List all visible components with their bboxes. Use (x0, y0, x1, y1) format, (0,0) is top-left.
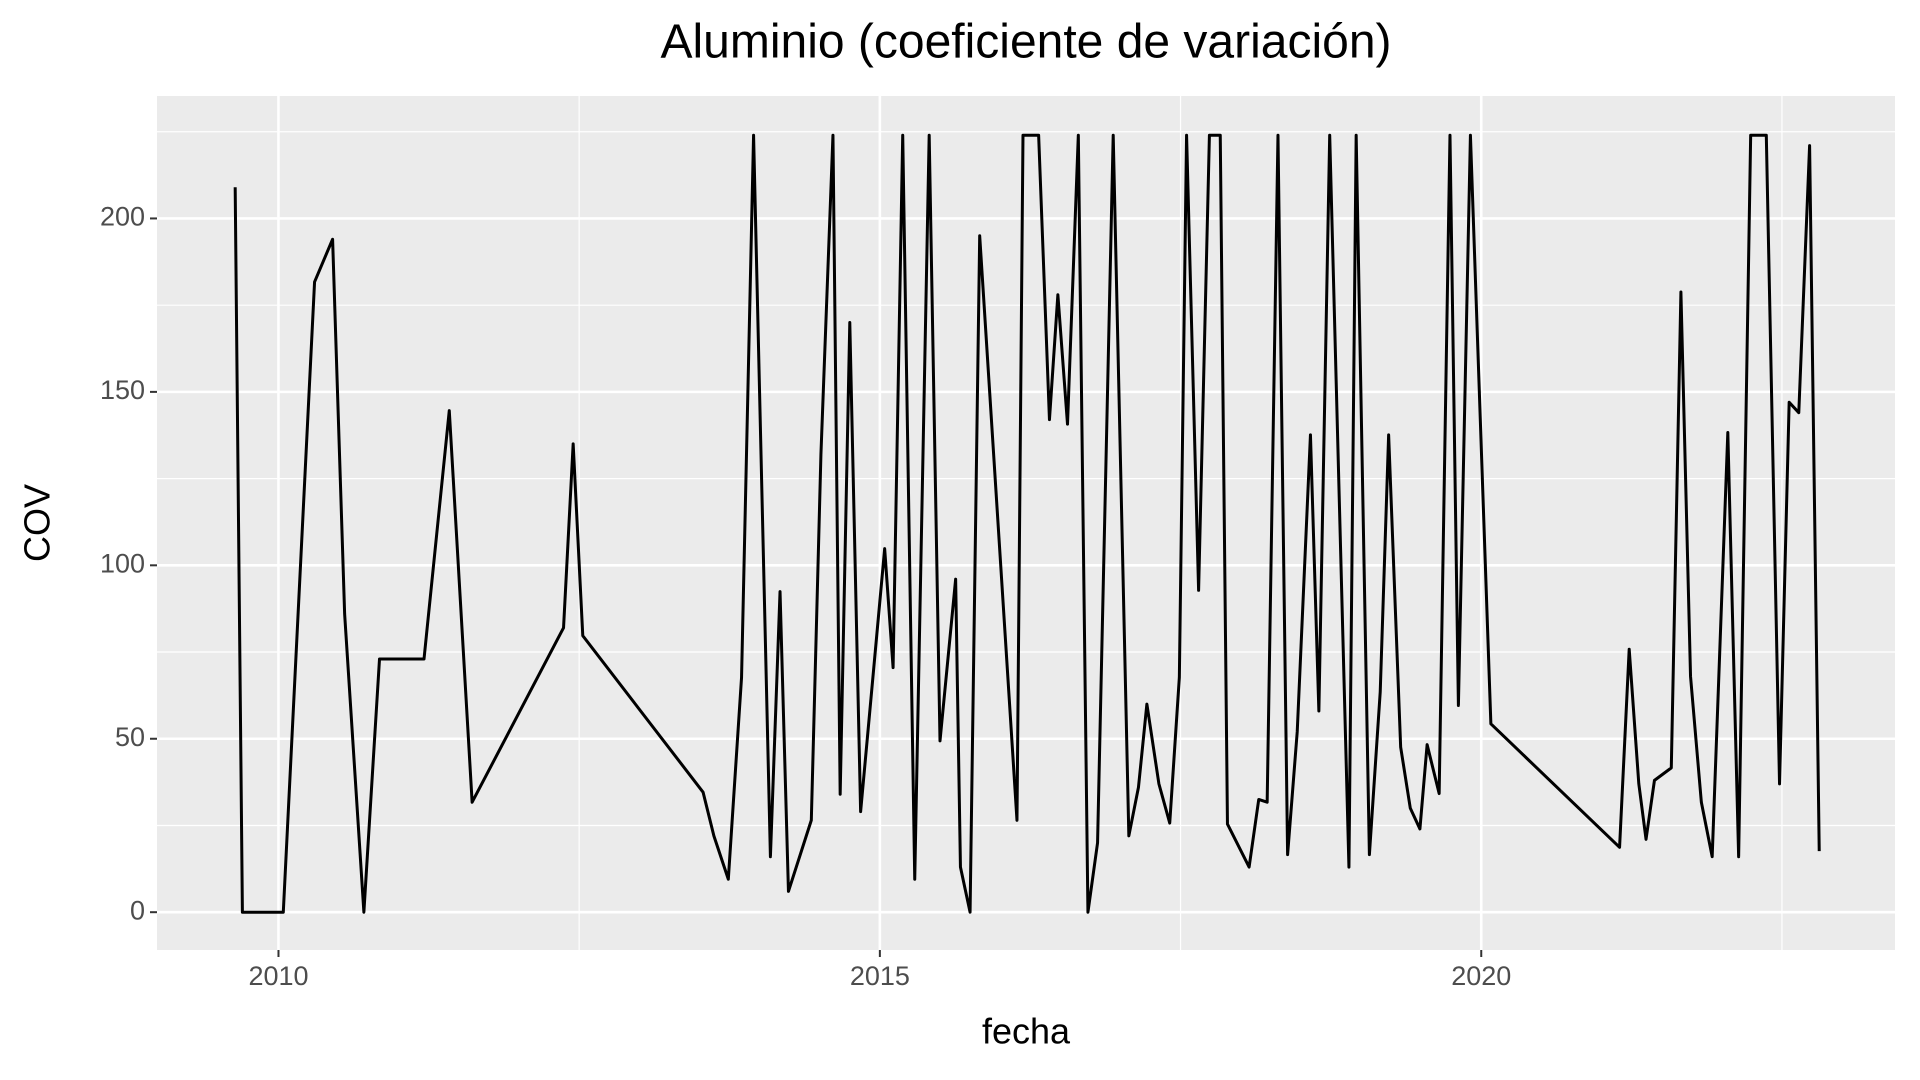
y-tick-label: 100 (100, 548, 145, 578)
x-tick-label: 2020 (1451, 961, 1511, 991)
y-tick-label: 150 (100, 375, 145, 405)
y-tick-label: 0 (130, 895, 145, 925)
y-tick-label: 50 (115, 722, 145, 752)
y-axis-label: COV (17, 484, 58, 562)
chart-title: Aluminio (coeficiente de variación) (660, 16, 1391, 69)
data-line (233, 133, 1821, 914)
y-tick-label: 200 (100, 202, 145, 232)
x-tick-label: 2015 (850, 961, 910, 991)
plot-panel (157, 96, 1895, 950)
x-axis-label: fecha (982, 1011, 1071, 1052)
x-tick-label: 2010 (248, 961, 308, 991)
